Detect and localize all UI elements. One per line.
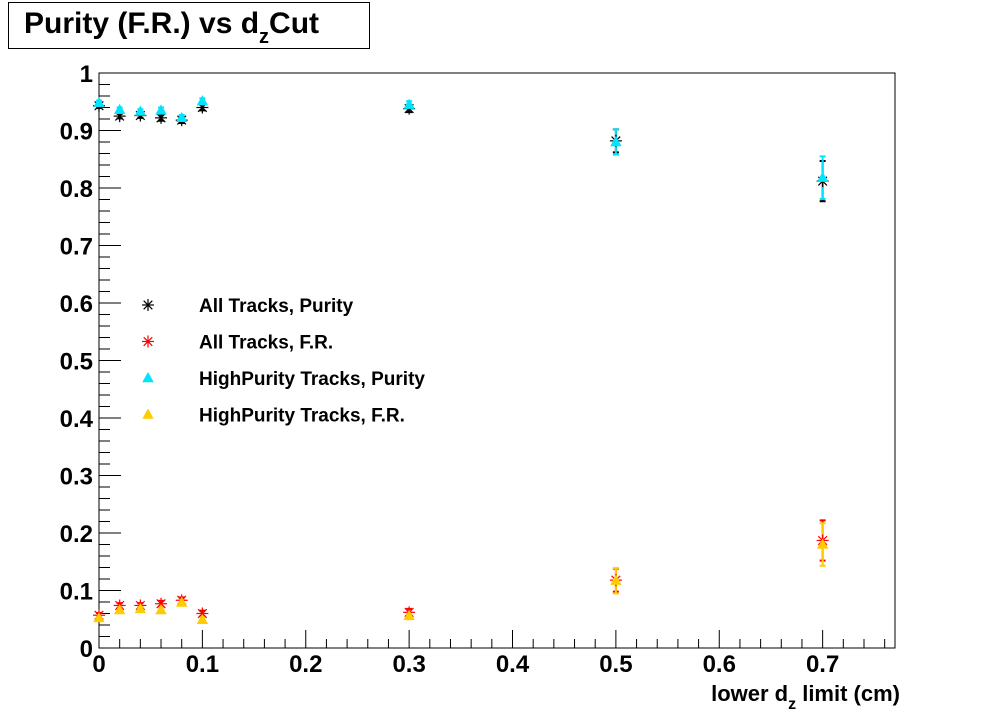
data-point-highpurity-tracks-purity — [93, 96, 105, 108]
x-axis-label-tail: limit (cm) — [796, 681, 900, 706]
legend-label: HighPurity Tracks, F.R. — [199, 406, 405, 427]
y-tick-label: 0.2 — [60, 521, 93, 548]
legend-marker — [142, 372, 154, 383]
marker-stroke — [143, 336, 153, 347]
legend-label: All Tracks, Purity — [199, 296, 354, 317]
data-point-highpurity-tracks-f-r — [176, 596, 188, 607]
data-point-highpurity-tracks-f-r — [113, 604, 126, 615]
marker-stroke — [156, 113, 166, 123]
data-point-highpurity-tracks-purity — [113, 103, 126, 114]
x-tick-label: 0.5 — [599, 651, 632, 678]
y-tick-label: 0.3 — [60, 464, 93, 491]
y-tick-label: 0.5 — [60, 349, 93, 376]
y-tick-label: 0.6 — [60, 291, 93, 318]
data-point-highpurity-tracks-purity — [816, 171, 829, 182]
x-axis-label-main: lower d — [711, 681, 788, 706]
chart-title-tail: Cut — [269, 7, 320, 40]
data-point-highpurity-tracks-f-r — [196, 613, 209, 625]
data-point-all-tracks-f-r — [155, 597, 168, 610]
legend-label: HighPurity Tracks, Purity — [199, 369, 425, 390]
data-point-highpurity-tracks-f-r — [816, 538, 829, 549]
data-point-highpurity-tracks-purity — [196, 95, 209, 106]
marker-stroke — [156, 598, 166, 609]
y-tick-label: 0.9 — [60, 119, 93, 146]
x-tick-label: 0.2 — [289, 651, 322, 678]
x-tick-label: 0.4 — [496, 651, 530, 678]
y-tick-label: 0 — [80, 636, 93, 663]
legend-marker — [142, 408, 154, 419]
y-tick-label: 0.7 — [60, 234, 93, 261]
data-point-highpurity-tracks-purity — [134, 105, 147, 116]
x-axis-label: lower dz limit (cm) — [711, 681, 900, 713]
data-point-highpurity-tracks-f-r — [155, 604, 167, 615]
data-point-highpurity-tracks-purity — [610, 136, 622, 147]
x-axis-label-subscript: z — [788, 696, 796, 713]
data-point-highpurity-tracks-purity — [176, 111, 188, 123]
y-tick-label: 0.8 — [60, 176, 93, 203]
axis-layer: 0 0.1 0.2 0.3 0.4 0.5 0.6 0.7 0.8 0.9 1 0 0.1 0.2 0.3 0… — [60, 61, 886, 678]
data-point-highpurity-tracks-f-r — [610, 574, 622, 585]
legend-marker — [142, 335, 154, 348]
data-point-highpurity-tracks-f-r — [93, 612, 105, 623]
chart-title-box: Purity (F.R.) vs dzCut — [8, 2, 370, 49]
data-point-highpurity-tracks-f-r — [134, 602, 147, 614]
marker-stroke — [143, 300, 153, 310]
chart-title-subscript: z — [259, 26, 270, 48]
data-point-highpurity-tracks-purity — [155, 104, 167, 115]
x-tick-label: 0.3 — [392, 651, 425, 678]
plot-frame-layer — [98, 72, 896, 649]
x-tick-label: 0.7 — [806, 651, 839, 678]
data-point-highpurity-tracks-f-r — [403, 609, 415, 620]
x-tick-label: 0.1 — [186, 651, 219, 678]
y-tick-label: 1 — [80, 61, 93, 88]
legend-label: All Tracks, F.R. — [199, 333, 333, 354]
plot-frame — [98, 72, 896, 649]
x-tick-label: 0.6 — [703, 651, 736, 678]
legend: All Tracks, Purity All Tracks, F.R. HighPu… — [142, 296, 425, 427]
y-tick-label: 0.4 — [60, 406, 94, 433]
y-tick-label: 0.1 — [60, 579, 93, 606]
x-tick-label: 0 — [92, 651, 105, 678]
chart-title: Purity (F.R.) vs dzCut — [24, 7, 320, 48]
marker-stroke — [197, 608, 208, 619]
legend-marker — [142, 299, 154, 311]
data-layer — [93, 95, 829, 625]
data-point-highpurity-tracks-purity — [403, 98, 415, 109]
chart-title-main: Purity (F.R.) vs d — [24, 7, 260, 40]
